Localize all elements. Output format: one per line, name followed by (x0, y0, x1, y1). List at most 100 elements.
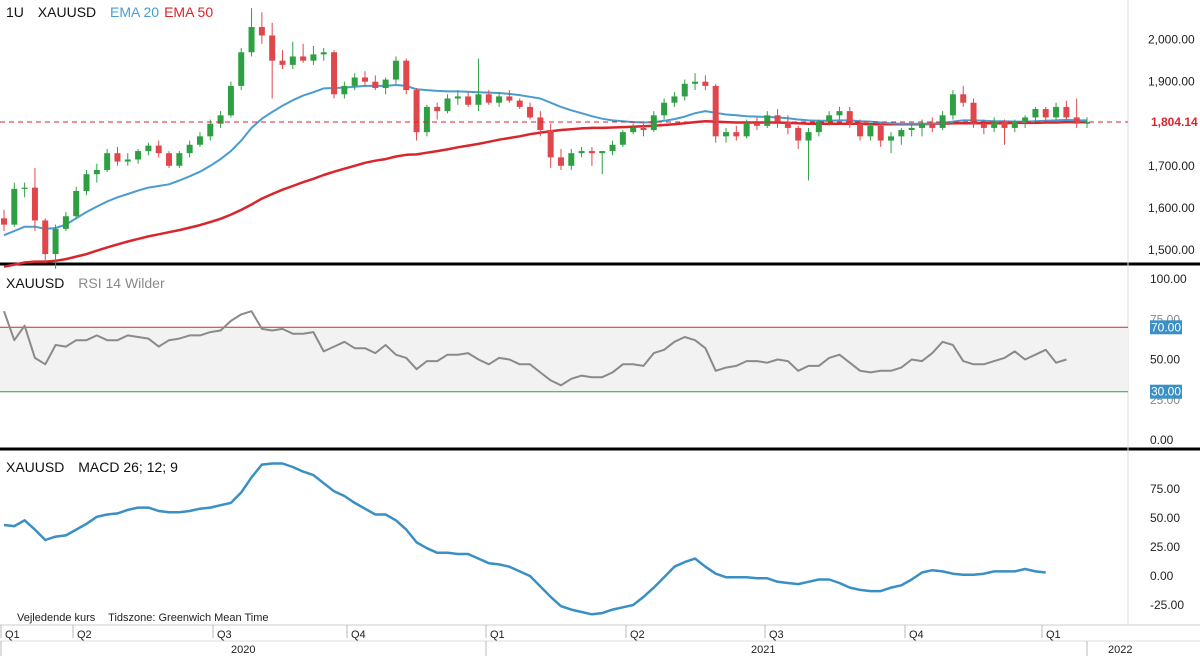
price-candle (496, 92, 503, 107)
quarter-label: Q3 (769, 629, 784, 641)
candle-body (836, 111, 843, 116)
price-candle (1001, 119, 1008, 145)
price-candle (454, 90, 461, 105)
price-candle (898, 127, 905, 145)
candle-body (403, 60, 410, 91)
candle-body (362, 77, 368, 82)
price-tick-label: 2,000.00 (1148, 33, 1195, 47)
price-candle (815, 119, 822, 137)
price-candle (970, 98, 977, 128)
price-tick-label: 1,600.00 (1148, 201, 1195, 215)
price-candle (104, 148, 111, 173)
timeframe-label[interactable]: 1U (6, 4, 24, 20)
price-candle (991, 117, 998, 133)
rsi-indicator-label[interactable]: RSI 14 Wilder (78, 275, 165, 291)
candle-body (248, 27, 255, 53)
candle-body (166, 153, 173, 166)
lower-band-tag (1150, 384, 1182, 399)
price-candle (31, 167, 38, 231)
candle-body (258, 27, 265, 36)
price-panel-header: 1U XAUUSD EMA 20 EMA 50 (6, 4, 223, 20)
price-candle (619, 130, 626, 147)
price-candle (155, 140, 162, 158)
candle-body (888, 136, 895, 141)
price-candle (547, 123, 554, 168)
candle-body (382, 79, 389, 88)
price-candle (795, 125, 802, 149)
price-candle (320, 48, 327, 61)
candle-body (949, 94, 956, 116)
candle-body (475, 94, 482, 105)
candle-body (341, 85, 348, 95)
macd-panel-header: XAUUSD MACD 26; 12; 9 (6, 459, 188, 475)
macd-tick-label: -25.00 (1150, 598, 1184, 612)
candle-body (506, 96, 513, 101)
price-candle (857, 119, 864, 141)
ema50-line (3, 119, 1087, 268)
candle-body (114, 153, 121, 162)
rsi-line (3, 310, 1067, 387)
price-candle (568, 148, 575, 170)
price-candle (692, 73, 699, 91)
candle-body (1073, 117, 1080, 124)
candle-body (104, 153, 111, 170)
ema20-legend[interactable]: EMA 20 (110, 4, 160, 20)
candle-body (960, 94, 967, 103)
candle-body (650, 115, 657, 131)
candle-body (269, 35, 276, 61)
candle-body (537, 117, 544, 131)
price-candle (805, 127, 812, 181)
candle-body (434, 106, 441, 112)
candle-body (93, 169, 100, 175)
price-candle (702, 75, 709, 91)
price-candle (475, 58, 482, 112)
candle-body (671, 96, 678, 103)
candle-body (1032, 109, 1039, 118)
candle-body (784, 121, 791, 128)
price-candle (166, 151, 173, 168)
candle-body (52, 228, 59, 255)
price-candle (774, 109, 781, 128)
candle-body (733, 132, 740, 137)
candle-body (186, 144, 193, 154)
price-candle (485, 90, 492, 105)
price-candle (258, 12, 265, 44)
candle-body (392, 60, 399, 80)
candle-body (413, 90, 420, 133)
price-candle (331, 50, 338, 99)
price-candle (506, 90, 513, 103)
macd-indicator-label[interactable]: MACD 26; 12; 9 (78, 459, 178, 475)
price-candle (413, 87, 420, 141)
rsi-tick-label: 100.00 (1150, 272, 1187, 286)
last-price-tag (1146, 113, 1200, 131)
candle-body (588, 151, 595, 154)
quarter-label: Q2 (630, 629, 645, 641)
candle-body (1063, 106, 1070, 118)
price-candle (1073, 98, 1080, 128)
price-candle (1032, 106, 1039, 122)
price-candle (114, 146, 121, 166)
price-candle (846, 106, 853, 128)
price-candle (1063, 100, 1070, 120)
candle-body (918, 123, 925, 128)
rsi-tick-label: 50.00 (1150, 353, 1180, 367)
candle-body (815, 121, 822, 133)
price-candle (42, 218, 49, 263)
candle-body (939, 115, 946, 128)
price-candle (300, 43, 307, 63)
candle-body (826, 115, 833, 122)
macd-symbol-label: XAUUSD (6, 459, 65, 475)
price-candle (1042, 106, 1049, 122)
price-candle (238, 48, 245, 91)
price-candle (516, 98, 523, 110)
ema50-legend[interactable]: EMA 50 (164, 4, 214, 20)
candle-body (898, 130, 905, 137)
price-candle (11, 182, 18, 227)
candle-body (73, 191, 80, 217)
candle-body (640, 127, 647, 131)
candle-body (465, 96, 472, 105)
candle-body (238, 52, 245, 86)
symbol-label[interactable]: XAUUSD (37, 4, 97, 20)
